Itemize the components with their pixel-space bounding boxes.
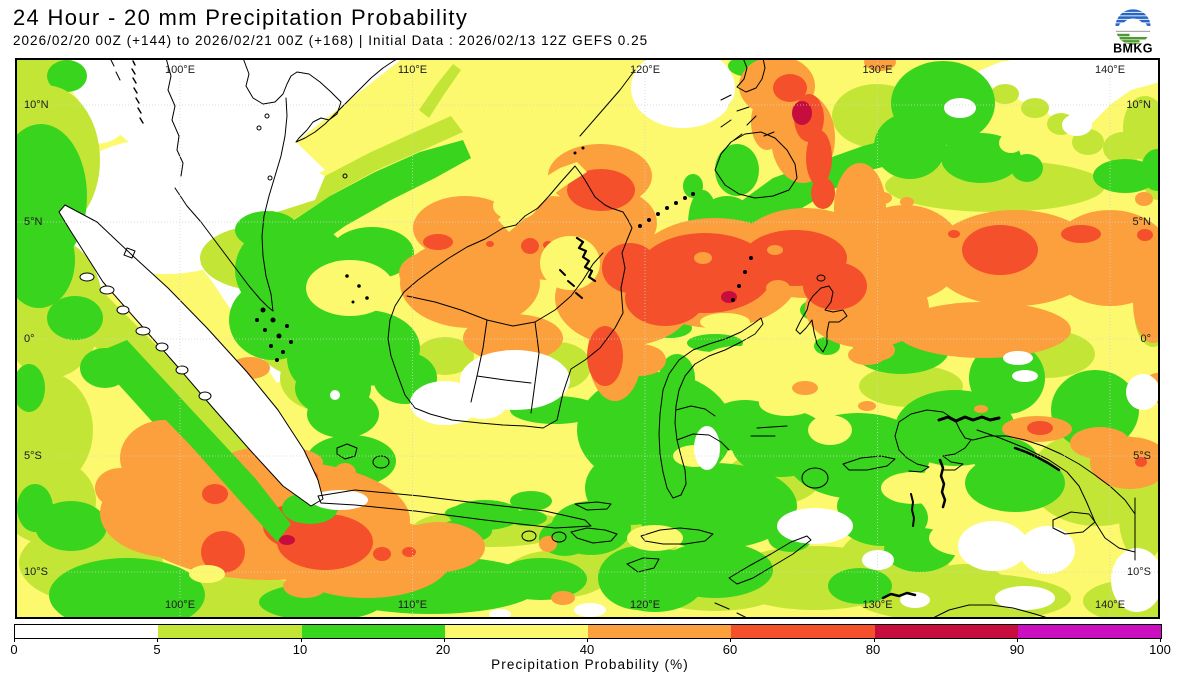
svg-text:110°E: 110°E: [398, 64, 427, 76]
svg-text:10°S: 10°S: [24, 566, 48, 578]
svg-text:5°S: 5°S: [1133, 450, 1151, 462]
svg-text:130°E: 130°E: [862, 599, 892, 611]
svg-text:10°N: 10°N: [1126, 99, 1151, 111]
svg-text:120°E: 120°E: [630, 64, 660, 76]
svg-text:100°E: 100°E: [165, 599, 195, 611]
svg-text:BMKG: BMKG: [1113, 42, 1153, 56]
svg-text:0°: 0°: [24, 333, 35, 345]
svg-text:120°E: 120°E: [630, 599, 660, 611]
svg-text:10°N: 10°N: [24, 99, 49, 111]
svg-text:100°E: 100°E: [165, 64, 195, 76]
svg-text:0°: 0°: [1140, 333, 1151, 345]
svg-text:140°E: 140°E: [1095, 64, 1125, 76]
svg-text:5°S: 5°S: [24, 450, 42, 462]
svg-text:130°E: 130°E: [862, 64, 892, 76]
svg-text:110°E: 110°E: [398, 599, 427, 611]
svg-text:5°N: 5°N: [24, 216, 43, 228]
svg-text:140°E: 140°E: [1095, 599, 1125, 611]
svg-text:5°N: 5°N: [1133, 216, 1152, 228]
svg-text:10°S: 10°S: [1127, 566, 1151, 578]
